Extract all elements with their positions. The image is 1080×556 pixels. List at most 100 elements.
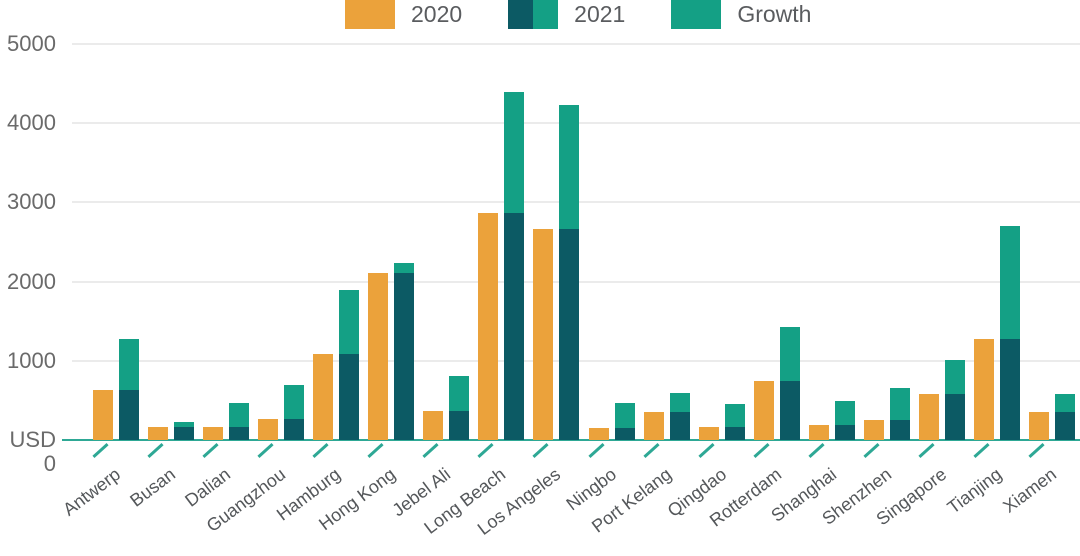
y-axis-label: USD 0	[9, 427, 56, 476]
bar-2020-long-beach[interactable]	[478, 212, 499, 440]
base-segment	[669, 412, 690, 440]
x-axis-tick	[973, 443, 990, 458]
gridline	[72, 43, 1080, 45]
bar-2020-xiamen[interactable]	[1029, 412, 1050, 440]
base-segment	[284, 418, 305, 440]
bar-2020-ningbo[interactable]	[588, 428, 609, 440]
bar-2021-long-beach[interactable]	[504, 92, 525, 440]
bar-2020-guangzhou[interactable]	[258, 418, 279, 440]
bar-2021-antwerp[interactable]	[119, 339, 139, 440]
bar-2021-tianjing[interactable]	[999, 226, 1020, 440]
base-segment	[944, 394, 965, 440]
legend-item-2021[interactable]: 2021	[508, 0, 625, 29]
growth-segment	[119, 339, 139, 391]
x-axis-tick	[257, 443, 274, 458]
y-axis-label: 5000	[7, 31, 56, 56]
bar-2020-shanghai[interactable]	[808, 424, 829, 440]
y-axis-label: 3000	[7, 189, 56, 215]
base-segment	[999, 339, 1020, 440]
legend-swatch-icon	[508, 0, 559, 29]
bar-2021-xiamen[interactable]	[1055, 394, 1076, 440]
growth-segment	[724, 404, 745, 428]
legend-swatch-icon	[671, 0, 722, 29]
growth-segment	[229, 402, 250, 428]
bar-2020-tianjing[interactable]	[973, 339, 994, 440]
growth-segment	[779, 326, 800, 381]
bar-2021-los-angeles[interactable]	[559, 104, 580, 440]
bar-2021-shanghai[interactable]	[834, 401, 855, 440]
base-segment	[559, 229, 580, 440]
growth-segment	[504, 92, 525, 213]
growth-segment	[174, 421, 195, 428]
base-segment	[724, 427, 745, 440]
growth-segment	[944, 360, 965, 395]
growth-segment	[834, 401, 855, 425]
bar-2021-port-kelang[interactable]	[669, 393, 690, 440]
x-axis-label: Tianjing	[943, 464, 1006, 518]
y-axis-label: 2000	[7, 268, 56, 294]
bar-2020-busan[interactable]	[148, 427, 169, 440]
x-axis-tick	[532, 443, 550, 458]
legend-item-growth[interactable]: Growth	[671, 0, 811, 29]
x-axis-tick	[92, 443, 109, 458]
bar-2020-hamburg[interactable]	[313, 354, 334, 440]
bar-2020-port-kelang[interactable]	[643, 412, 664, 440]
bar-2020-qingdao[interactable]	[698, 427, 719, 440]
bar-2020-singapore[interactable]	[918, 394, 939, 440]
x-axis-line	[62, 439, 1080, 441]
legend-label: 2021	[574, 1, 626, 27]
base-segment	[834, 424, 855, 440]
x-axis-tick	[918, 443, 935, 458]
x-axis-label: Xiamen	[999, 464, 1061, 517]
growth-segment	[614, 402, 635, 429]
y-axis-label: 4000	[7, 110, 56, 136]
bar-2021-dalian[interactable]	[229, 402, 250, 440]
x-axis-tick	[1028, 443, 1045, 458]
bar-2020-jebel-ali[interactable]	[423, 410, 444, 440]
x-axis-label: Busan	[126, 464, 180, 511]
bar-2021-hamburg[interactable]	[339, 290, 360, 440]
x-axis-tick	[477, 443, 494, 458]
bar-2020-shenzhen[interactable]	[863, 419, 884, 440]
bar-2021-ningbo[interactable]	[614, 402, 635, 440]
x-axis-tick	[698, 443, 715, 458]
bar-2021-hong-kong[interactable]	[394, 263, 415, 440]
base-segment	[779, 380, 800, 440]
growth-segment	[889, 387, 910, 420]
x-axis-tick	[312, 443, 329, 458]
x-axis-tick	[202, 443, 219, 458]
legend-label: Growth	[737, 1, 812, 27]
growth-segment	[559, 104, 580, 230]
bar-2020-rotterdam[interactable]	[753, 380, 774, 440]
base-segment	[889, 419, 910, 440]
growth-segment	[284, 384, 305, 419]
bar-2021-busan[interactable]	[174, 421, 195, 440]
bar-2021-qingdao[interactable]	[724, 404, 745, 440]
bar-2021-shenzhen[interactable]	[889, 387, 910, 440]
legend-item-2020[interactable]: 2020	[345, 0, 462, 29]
x-axis-tick	[863, 443, 880, 458]
chart-legend: 2020 2021 Growth	[345, 0, 811, 29]
bar-2021-singapore[interactable]	[944, 360, 965, 440]
bar-2020-hong-kong[interactable]	[368, 272, 389, 440]
growth-segment	[1055, 394, 1076, 413]
base-segment	[229, 427, 250, 440]
x-axis-tick	[147, 443, 164, 458]
base-segment	[504, 212, 525, 440]
bar-2020-dalian[interactable]	[203, 427, 224, 440]
x-axis-tick	[808, 443, 825, 458]
growth-segment	[449, 375, 470, 411]
base-segment	[1055, 412, 1076, 440]
bar-2020-los-angeles[interactable]	[533, 229, 554, 440]
x-axis-tick	[643, 443, 660, 458]
legend-swatch-icon	[345, 0, 395, 29]
base-segment	[174, 427, 195, 440]
bar-2021-guangzhou[interactable]	[284, 384, 305, 440]
bar-2021-jebel-ali[interactable]	[449, 375, 470, 440]
base-segment	[394, 272, 415, 440]
x-axis-tick	[422, 443, 439, 458]
growth-segment	[669, 393, 690, 413]
bar-2020-antwerp[interactable]	[93, 390, 113, 440]
bar-2021-rotterdam[interactable]	[779, 326, 800, 440]
